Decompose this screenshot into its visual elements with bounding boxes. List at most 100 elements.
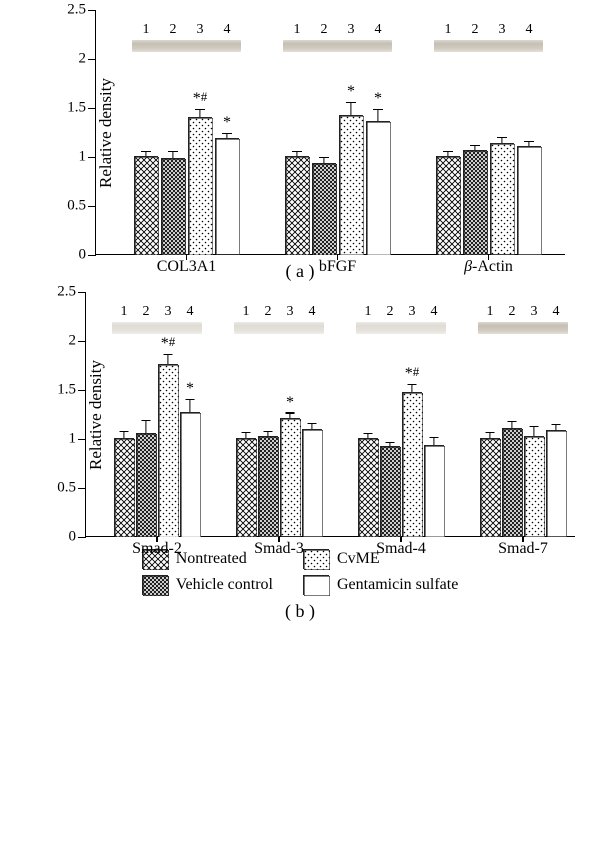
lane-number: 1	[243, 304, 250, 320]
panel-b-label: ( b )	[0, 601, 600, 622]
error-cap	[164, 354, 173, 355]
error-cap	[497, 137, 507, 138]
error-cap	[386, 442, 395, 443]
western-blot-band	[234, 322, 324, 334]
bar-vehicle	[380, 446, 400, 536]
error-bar	[389, 443, 390, 446]
western-blot-band	[132, 40, 241, 52]
ytick	[88, 255, 96, 256]
bar-gentamicin	[517, 146, 541, 254]
error-cap	[408, 384, 417, 385]
western-blot-band	[356, 322, 446, 334]
lane-number: 3	[409, 304, 416, 320]
ytick	[88, 157, 96, 158]
lane-number: 4	[187, 304, 194, 320]
plot-area: 00.511.522.51234COL3A1*#*1234bFGF**1234β…	[95, 10, 565, 255]
ytick-label: 0.5	[57, 480, 76, 497]
error-cap	[430, 437, 439, 438]
bar-cvme	[524, 436, 544, 536]
significance-marker: *	[374, 90, 382, 108]
error-cap	[195, 109, 205, 110]
lane-number: 4	[309, 304, 316, 320]
bar-gentamicin	[424, 445, 444, 536]
legend-item-vehicle: Vehicle control	[142, 575, 273, 595]
lane-number: 1	[445, 22, 452, 38]
ytick-label: 2	[69, 333, 77, 350]
bar-cvme	[490, 143, 514, 254]
error-bar	[489, 433, 490, 438]
panel-b: Relative density00.511.522.51234Smad-2*#…	[25, 292, 575, 537]
error-bar	[377, 110, 378, 121]
bar-gentamicin	[215, 138, 239, 254]
lane-number: 3	[348, 22, 355, 38]
error-cap	[308, 423, 317, 424]
ytick-label: 0	[79, 247, 87, 264]
category-label: Smad-3	[254, 540, 304, 558]
bar-nontreated	[285, 156, 309, 254]
category-label: Smad-4	[376, 540, 426, 558]
chart-wrap-b: Relative density00.511.522.51234Smad-2*#…	[85, 292, 575, 537]
error-bar	[555, 425, 556, 430]
error-bar	[501, 138, 502, 143]
error-bar	[267, 432, 268, 436]
error-bar	[447, 152, 448, 156]
ytick-label: 1	[69, 431, 77, 448]
legend-label: Nontreated	[176, 550, 247, 568]
error-cap	[364, 433, 373, 434]
bar-gentamicin	[302, 429, 322, 536]
lane-number: 1	[294, 22, 301, 38]
chart-wrap-a: Relative density00.511.522.51234COL3A1*#…	[95, 10, 565, 255]
ytick	[78, 292, 86, 293]
bar-nontreated	[358, 438, 378, 536]
bar-nontreated	[236, 438, 256, 536]
error-bar	[226, 134, 227, 138]
western-blot-band	[478, 322, 568, 334]
lane-number: 1	[365, 304, 372, 320]
error-cap	[508, 421, 517, 422]
error-bar	[433, 438, 434, 445]
error-bar	[311, 424, 312, 429]
bar-gentamicin	[546, 430, 566, 536]
significance-marker: *	[286, 394, 294, 412]
bar-nontreated	[480, 438, 500, 536]
legend-item-gentamicin: Gentamicin sulfate	[303, 575, 458, 595]
error-cap	[524, 141, 534, 142]
bar-vehicle	[161, 158, 185, 254]
error-bar	[245, 433, 246, 438]
significance-marker: *#	[161, 334, 176, 353]
ytick-label: 2.5	[67, 2, 86, 19]
lane-number: 3	[531, 304, 538, 320]
ytick	[88, 206, 96, 207]
error-bar	[123, 432, 124, 438]
lane-number: 1	[121, 304, 128, 320]
lane-number: 4	[526, 22, 533, 38]
error-bar	[474, 146, 475, 150]
panel-a: Relative density00.511.522.51234COL3A1*#…	[35, 10, 565, 255]
legend-label: CvME	[337, 550, 380, 568]
legend-label: Gentamicin sulfate	[337, 576, 458, 594]
legend-swatch	[142, 575, 168, 595]
ytick	[88, 10, 96, 11]
ytick-label: 1.5	[67, 100, 86, 117]
error-cap	[141, 151, 151, 152]
bar-cvme	[402, 392, 422, 536]
bar-nontreated	[134, 156, 158, 254]
bar-gentamicin	[366, 121, 390, 254]
bar-vehicle	[502, 428, 522, 536]
lane-number: 3	[499, 22, 506, 38]
lane-number: 1	[143, 22, 150, 38]
error-bar	[411, 385, 412, 392]
error-bar	[189, 400, 190, 412]
lane-number: 2	[170, 22, 177, 38]
error-cap	[168, 151, 178, 152]
ytick-label: 1	[79, 149, 87, 166]
lane-number: 3	[165, 304, 172, 320]
significance-marker: *	[186, 380, 194, 398]
error-cap	[530, 426, 539, 427]
lane-number: 4	[553, 304, 560, 320]
error-cap	[443, 151, 453, 152]
bar-gentamicin	[180, 412, 200, 536]
legend-swatch	[303, 575, 329, 595]
bar-nontreated	[114, 438, 134, 536]
error-bar	[367, 434, 368, 438]
